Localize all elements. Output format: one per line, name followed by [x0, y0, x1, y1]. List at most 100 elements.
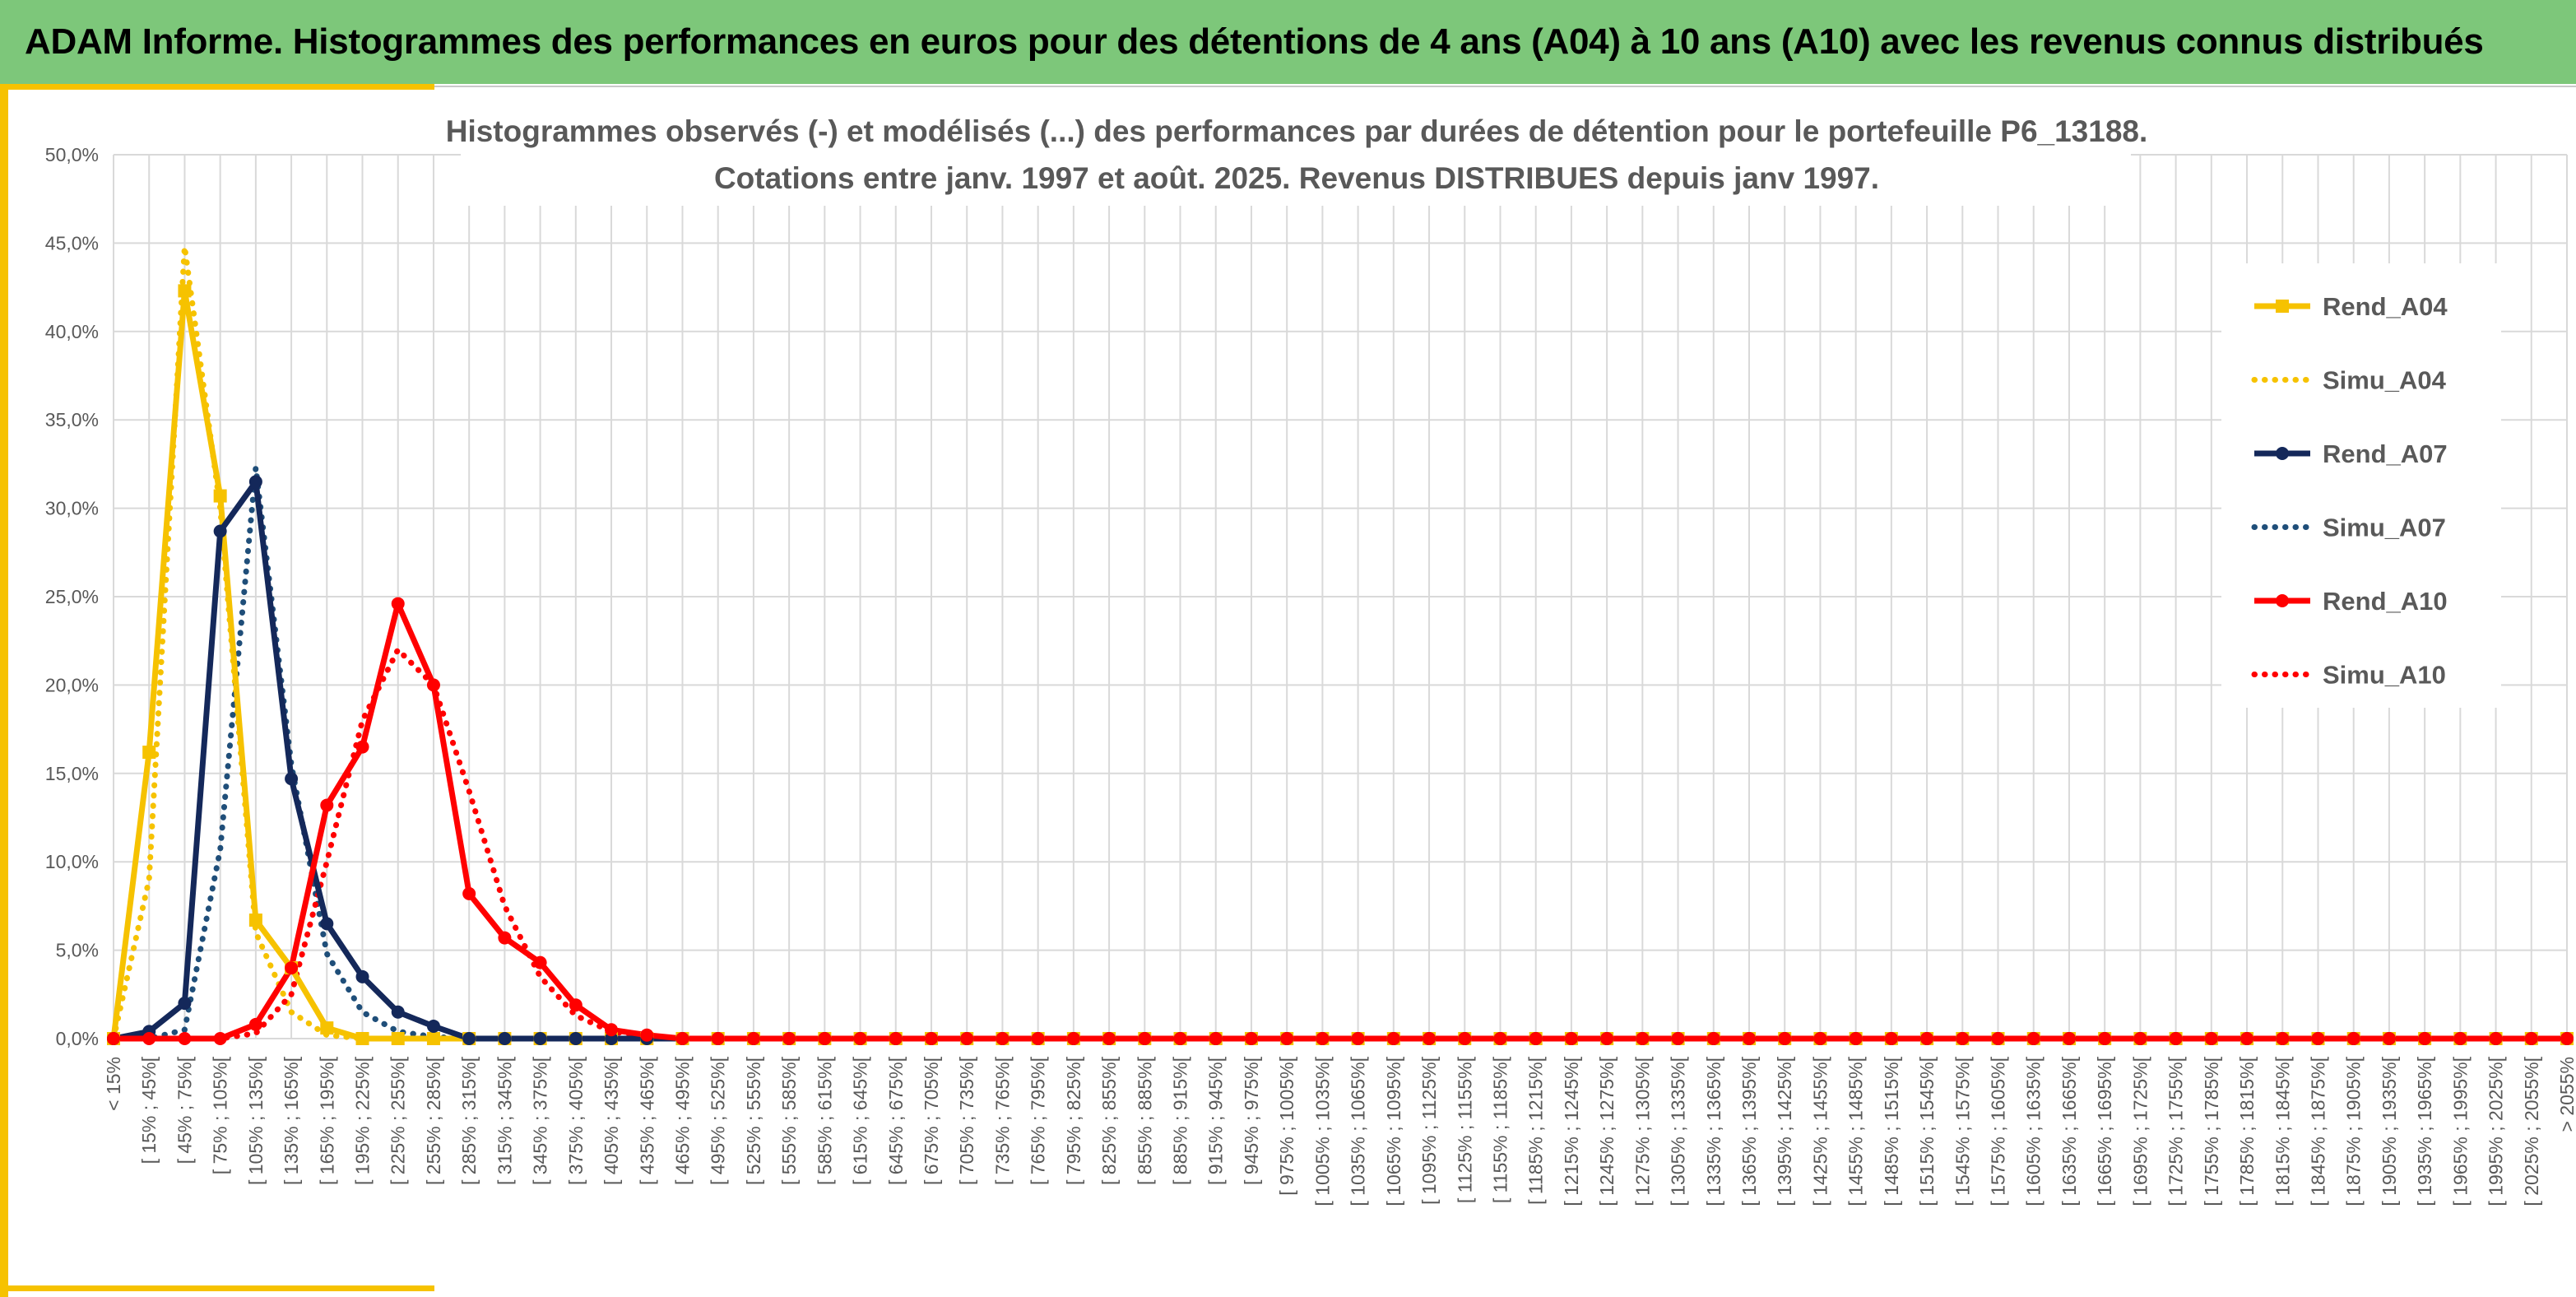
marker-rend-a10 [2169, 1032, 2183, 1045]
y-tick-label: 5,0% [56, 940, 99, 961]
marker-rend-a10 [1493, 1032, 1507, 1045]
x-tick-label: [ 1365% ; 1395%[ [1738, 1056, 1760, 1206]
marker-rend-a10 [2062, 1032, 2076, 1045]
marker-rend-a10 [605, 1023, 619, 1037]
x-tick-label: [ 795% ; 825%[ [1063, 1056, 1084, 1185]
x-tick-label: [ 1995% ; 2025%[ [2485, 1056, 2507, 1206]
x-tick-label: [ 1395% ; 1425%[ [1774, 1056, 1795, 1206]
marker-rend-a07 [462, 1032, 476, 1045]
marker-rend-a10 [2133, 1032, 2147, 1045]
x-tick-label: [ 1665% ; 1695%[ [2094, 1056, 2115, 1206]
marker-rend-a10 [462, 886, 476, 900]
marker-rend-a10 [2418, 1032, 2432, 1045]
series-line-rend-a07 [110, 478, 2570, 1042]
x-tick-label: [ 135% ; 165%[ [281, 1056, 302, 1185]
marker-rend-a07 [213, 524, 227, 538]
x-tick-label: [ 1575% ; 1605%[ [1988, 1056, 2009, 1206]
marker-rend-a07 [391, 1005, 405, 1019]
marker-rend-a10 [2560, 1032, 2574, 1045]
marker-rend-a10 [1706, 1032, 1720, 1045]
marker-rend-a10 [355, 740, 369, 754]
x-tick-label: [ 885% ; 915%[ [1170, 1056, 1191, 1185]
y-tick-label: 10,0% [45, 851, 99, 872]
y-axis-ticks: 0,0% 5,0% 10,0% 15,0% 20,0% 25,0% 30,0% 35,0% 40… [45, 144, 99, 1049]
legend-label-simu-a04: Simu_A04 [2323, 366, 2447, 395]
y-tick-label: 50,0% [45, 144, 99, 165]
marker-rend-a10 [1813, 1032, 1827, 1045]
x-tick-label: [ 675% ; 705%[ [921, 1056, 942, 1185]
marker-rend-a10 [1031, 1032, 1045, 1045]
marker-rend-a10 [1244, 1032, 1258, 1045]
marker-rend-a10 [1351, 1032, 1365, 1045]
x-tick-label: [ 1065% ; 1095%[ [1383, 1056, 1404, 1206]
legend-label-rend-a07: Rend_A07 [2323, 439, 2448, 468]
marker-rend-a10 [2204, 1032, 2218, 1045]
marker-rend-a10 [1600, 1032, 1614, 1045]
x-tick-label: [ 1005% ; 1035%[ [1311, 1056, 1333, 1206]
legend-marker-rend-a07 [2276, 447, 2289, 460]
y-tick-label: 45,0% [45, 232, 99, 253]
y-tick-label: 40,0% [45, 321, 99, 342]
marker-rend-a10 [925, 1032, 938, 1045]
series-line-simu-a07 [110, 464, 2570, 1042]
marker-rend-a07 [569, 1032, 583, 1045]
marker-rend-a10 [996, 1032, 1010, 1045]
marker-rend-a10 [426, 678, 440, 692]
x-tick-label: [ 615% ; 645%[ [850, 1056, 871, 1185]
title-backdrop [461, 107, 2131, 206]
x-tick-label: [ 1965% ; 1995%[ [2449, 1056, 2471, 1206]
marker-rend-a10 [818, 1032, 832, 1045]
x-tick-label: [ 1425% ; 1455%[ [1809, 1056, 1831, 1206]
x-tick-label: [ 405% ; 435%[ [601, 1056, 622, 1185]
marker-rend-a10 [746, 1032, 760, 1045]
marker-rend-a10 [2346, 1032, 2360, 1045]
marker-rend-a10 [533, 955, 547, 969]
x-tick-label: [ 555% ; 585%[ [778, 1056, 800, 1185]
x-tick-label: [ 285% ; 315%[ [458, 1056, 480, 1185]
marker-rend-a07 [285, 772, 299, 786]
x-tick-label: [ 735% ; 765%[ [991, 1056, 1013, 1185]
x-tick-label: [ 195% ; 225%[ [352, 1056, 374, 1185]
marker-rend-a10 [1316, 1032, 1330, 1045]
legend-label-rend-a10: Rend_A10 [2323, 587, 2448, 616]
x-tick-label: [ 1935% ; 1965%[ [2414, 1056, 2435, 1206]
marker-rend-a10 [1991, 1032, 2005, 1045]
marker-rend-a07 [498, 1032, 512, 1045]
marker-rend-a10 [213, 1032, 227, 1045]
marker-rend-a10 [2489, 1032, 2503, 1045]
marker-rend-a10 [1529, 1032, 1543, 1045]
x-tick-label: [ 165% ; 195%[ [316, 1056, 337, 1185]
series-line-simu-a04 [110, 244, 2570, 1042]
marker-rend-a10 [711, 1032, 725, 1045]
x-tick-label: [ 1515% ; 1545%[ [1916, 1056, 1938, 1206]
x-axis-ticks: < 15% [ 15% ; 45%[[ 45% ; 75%[[ 75% ; 105… [103, 1056, 2576, 1206]
marker-rend-a10 [2382, 1032, 2396, 1045]
x-tick-label: [ 525% ; 555%[ [743, 1056, 764, 1185]
marker-rend-a04 [391, 1032, 405, 1045]
series-line-rend-a04 [110, 287, 2570, 1042]
marker-rend-a10 [1423, 1032, 1437, 1045]
chart-title-line-2: Cotations entre janv. 1997 et août. 2025… [714, 161, 1879, 195]
x-tick-label: [ 105% ; 135%[ [245, 1056, 267, 1185]
marker-rend-a04 [248, 913, 262, 927]
marker-rend-a10 [2026, 1032, 2040, 1045]
x-tick-label: [ 1815% ; 1845%[ [2272, 1056, 2293, 1206]
x-tick-label: [ 1845% ; 1875%[ [2307, 1056, 2328, 1206]
x-tick-label: [ 345% ; 375%[ [530, 1056, 551, 1185]
marker-rend-a10 [285, 961, 299, 975]
x-tick-label: [ 765% ; 795%[ [1028, 1056, 1049, 1185]
x-tick-label: [ 2025% ; 2055%[ [2521, 1056, 2542, 1206]
x-tick-label: [ 1875% ; 1905%[ [2343, 1056, 2365, 1206]
marker-rend-a07 [355, 969, 369, 983]
x-tick-label: [ 15% ; 45%[ [138, 1056, 160, 1164]
marker-rend-a10 [142, 1032, 156, 1045]
marker-rend-a07 [178, 997, 192, 1011]
marker-rend-a10 [1564, 1032, 1578, 1045]
marker-rend-a10 [1884, 1032, 1898, 1045]
marker-rend-a10 [2524, 1032, 2538, 1045]
legend: Rend_A04 Simu_A04 Rend_A07 Simu_A07 Rend_A10… [2251, 292, 2448, 690]
marker-rend-a10 [320, 798, 334, 812]
legend-marker-rend-a04 [2276, 300, 2289, 313]
series-line-rend-a10 [110, 601, 2570, 1042]
